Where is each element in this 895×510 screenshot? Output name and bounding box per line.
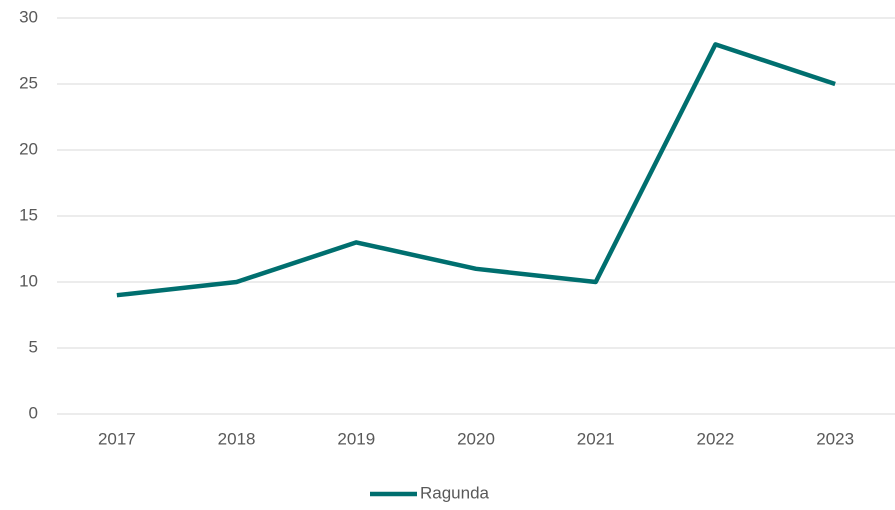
x-tick-label: 2018 (218, 429, 256, 448)
x-tick-label: 2023 (816, 429, 854, 448)
y-tick-label: 20 (19, 139, 38, 158)
y-tick-label: 0 (29, 403, 38, 422)
y-tick-label: 30 (19, 7, 38, 26)
y-tick-label: 25 (19, 73, 38, 92)
x-tick-label: 2017 (98, 429, 136, 448)
line (116, 42, 836, 298)
legend-label: Ragunda (420, 483, 490, 502)
x-tick-label: 2019 (337, 429, 375, 448)
x-tick-label: 2021 (577, 429, 615, 448)
x-tick-label: 2020 (457, 429, 495, 448)
y-tick-label: 10 (19, 271, 38, 290)
x-tick-label: 2022 (697, 429, 735, 448)
y-tick-label: 15 (19, 205, 38, 224)
y-tick-label: 5 (29, 337, 38, 356)
